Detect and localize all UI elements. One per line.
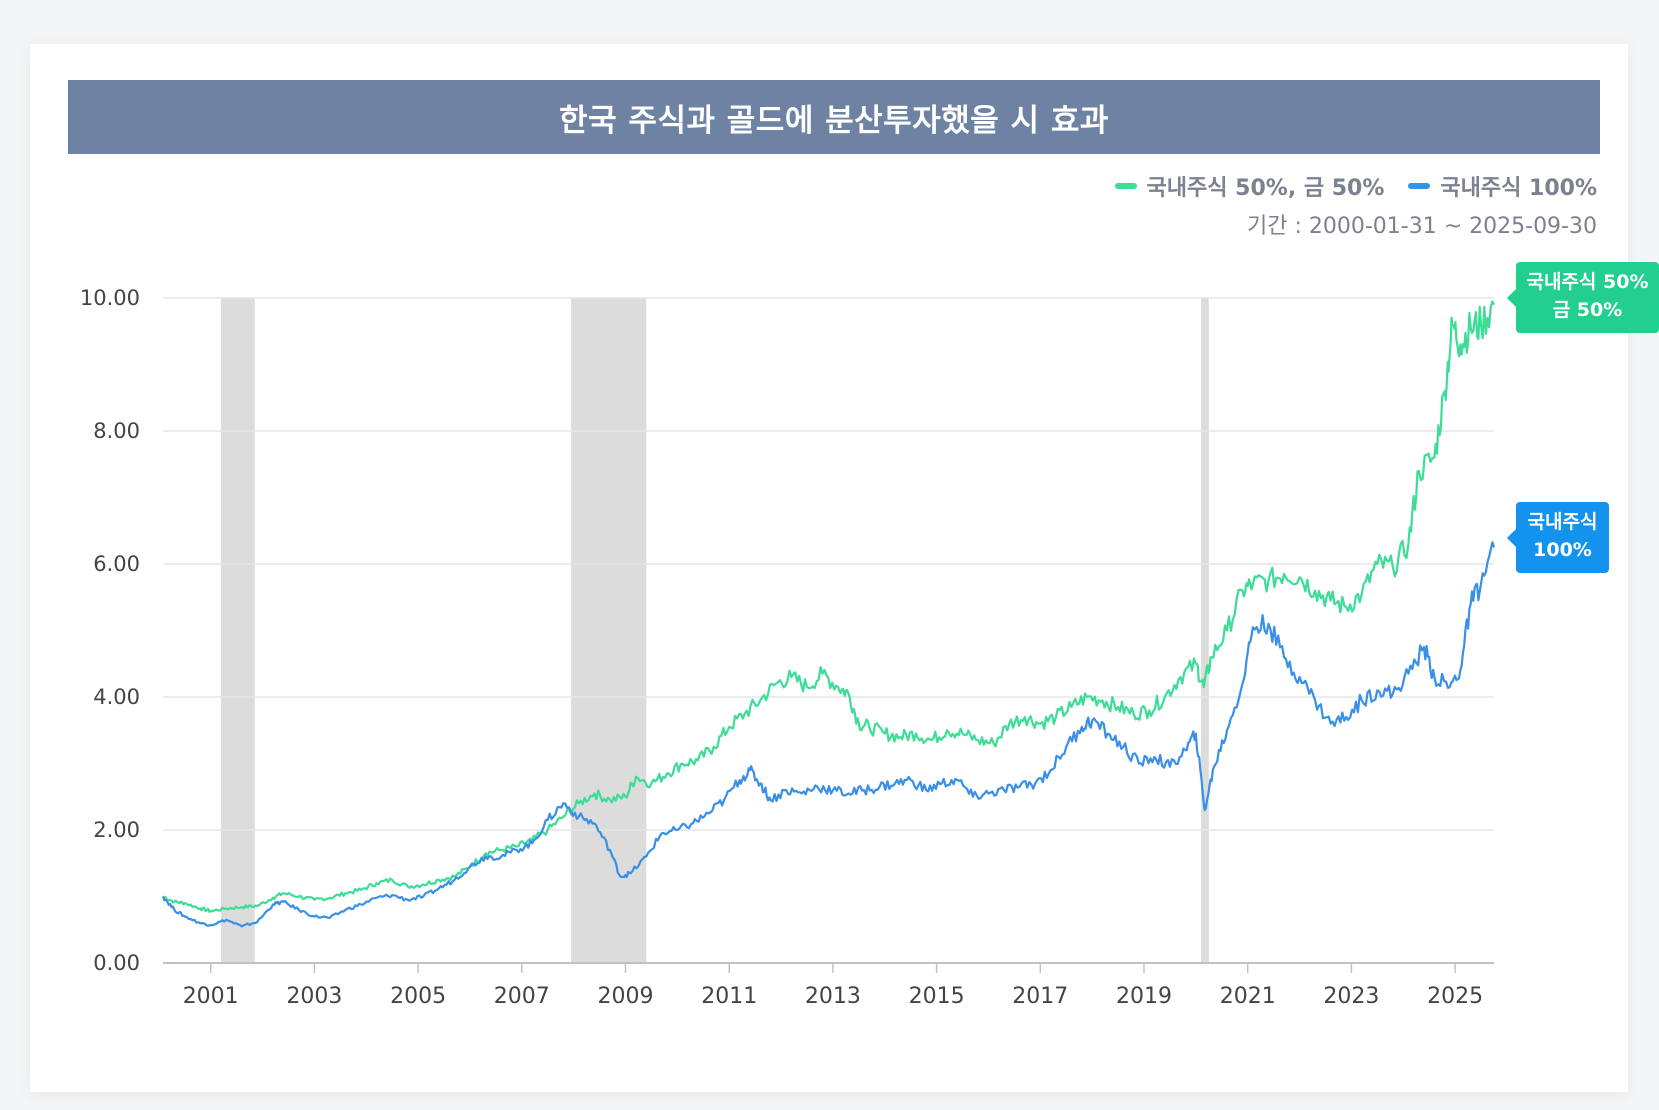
x-tick-label-0: 2001 (183, 984, 239, 1009)
y-tick-label-3: 6.00 (93, 552, 140, 576)
shaded-period-0 (221, 298, 255, 963)
legend: 국내주식 50%, 금 50% 국내주식 100% (1114, 170, 1597, 202)
x-tick-label-6: 2013 (805, 984, 861, 1009)
y-tick-label-2: 4.00 (93, 685, 140, 709)
x-tick-label-5: 2011 (701, 984, 757, 1009)
x-tick-label-7: 2015 (909, 984, 965, 1009)
period-text: 기간 : 2000-01-31 ~ 2025-09-30 (1246, 214, 1597, 239)
legend-swatch-stock (1408, 183, 1431, 189)
x-tick-label-2: 2005 (390, 984, 446, 1009)
shaded-period-1 (571, 298, 647, 963)
x-tick-label-12: 2025 (1427, 984, 1483, 1009)
end-label-mix-line2: 금 50% (1552, 299, 1623, 321)
x-tick-label-1: 2003 (286, 984, 342, 1009)
end-label-mix-line1: 국내주식 50% (1526, 271, 1649, 293)
legend-item-stock[interactable]: 국내주식 100% (1408, 170, 1597, 202)
y-tick-label-1: 2.00 (93, 818, 140, 842)
chart-title: 한국 주식과 골드에 분산투자했을 시 효과 (68, 80, 1600, 154)
x-tick-label-10: 2021 (1220, 984, 1276, 1009)
x-tick-label-8: 2017 (1012, 984, 1068, 1009)
legend-label-mix: 국내주식 50%, 금 50% (1146, 176, 1385, 201)
shaded-period-2 (1201, 298, 1209, 963)
series-line-mix (162, 300, 1495, 913)
end-label-stock-line1: 국내주식 (1527, 511, 1598, 533)
legend-swatch-mix (1114, 183, 1137, 189)
y-tick-label-0: 0.00 (93, 951, 140, 975)
y-tick-label-5: 10.00 (80, 286, 140, 310)
end-label-mix: 국내주식 50% 금 50% (1516, 262, 1659, 333)
x-tick-label-3: 2007 (494, 984, 550, 1009)
legend-item-mix[interactable]: 국내주식 50%, 금 50% (1114, 170, 1385, 202)
end-label-stock: 국내주식 100% (1516, 502, 1609, 573)
x-tick-label-9: 2019 (1116, 984, 1172, 1009)
y-tick-label-4: 8.00 (93, 419, 140, 443)
series-line-stock (161, 541, 1496, 928)
legend-label-stock: 국내주식 100% (1440, 176, 1597, 201)
end-label-stock-line2: 100% (1533, 539, 1592, 561)
chart-card (30, 44, 1628, 1092)
x-tick-label-4: 2009 (598, 984, 654, 1009)
x-tick-label-11: 2023 (1323, 984, 1379, 1009)
